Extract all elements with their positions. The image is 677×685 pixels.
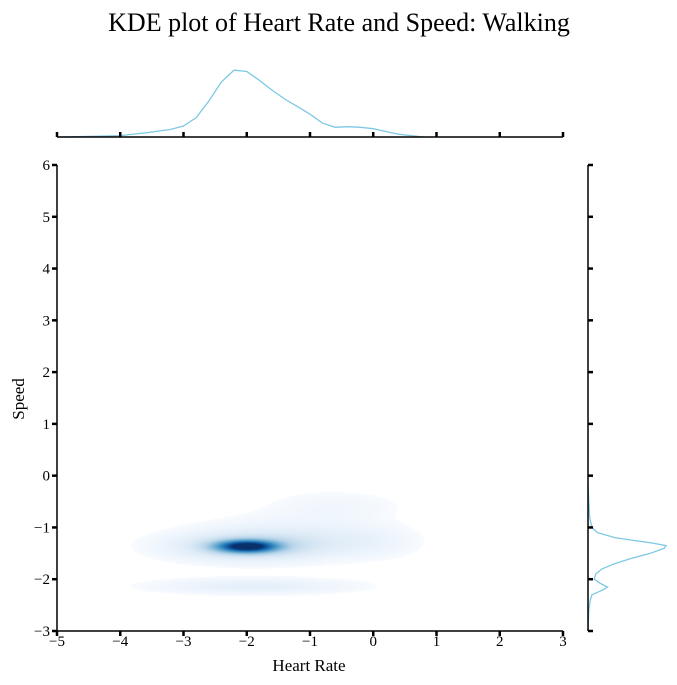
marginal-x-density-curve	[56, 69, 424, 138]
y-tick-label: −3	[34, 624, 50, 640]
marginal-y-ticks	[588, 163, 593, 633]
x-tick-label: −4	[112, 634, 128, 650]
y-axis-ticks: −3 −2 −1 0 1 2 3 4 5 6	[34, 158, 57, 640]
y-tick-label: 4	[43, 262, 51, 278]
x-axis-ticks: −5 −4 −3 −2 −1 0 1 2 3	[49, 631, 567, 650]
x-tick-label: −3	[176, 634, 192, 650]
y-tick-label: −1	[34, 520, 50, 536]
x-tick-label: −1	[302, 634, 318, 650]
marginal-x-ticks	[55, 132, 565, 137]
y-tick-label: 2	[43, 365, 51, 381]
chart-title: KDE plot of Heart Rate and Speed: Walkin…	[108, 8, 570, 37]
x-tick-label: −5	[49, 634, 65, 650]
joint-plot-area: −5 −4 −3 −2 −1 0 1 2 3 −3 −2 −1 0 1 2 3 4 5 6	[34, 158, 567, 650]
joint-kde-density	[58, 166, 562, 630]
y-tick-label: −2	[34, 572, 50, 588]
y-axis-title: Speed	[9, 378, 28, 420]
x-axis-title: Heart Rate	[272, 656, 345, 675]
y-tick-label: 0	[43, 469, 51, 485]
marginal-y-area	[587, 163, 668, 633]
y-tick-label: 6	[43, 158, 51, 174]
y-tick-label: 3	[43, 313, 51, 329]
x-tick-label: 0	[370, 634, 378, 650]
marginal-x-area	[55, 69, 565, 138]
x-tick-label: 3	[559, 634, 567, 650]
x-tick-label: 2	[496, 634, 504, 650]
y-tick-label: 5	[43, 210, 51, 226]
x-tick-label: 1	[433, 634, 441, 650]
marginal-y-density-curve	[587, 485, 668, 632]
x-tick-label: −2	[239, 634, 255, 650]
y-tick-label: 1	[43, 417, 51, 433]
